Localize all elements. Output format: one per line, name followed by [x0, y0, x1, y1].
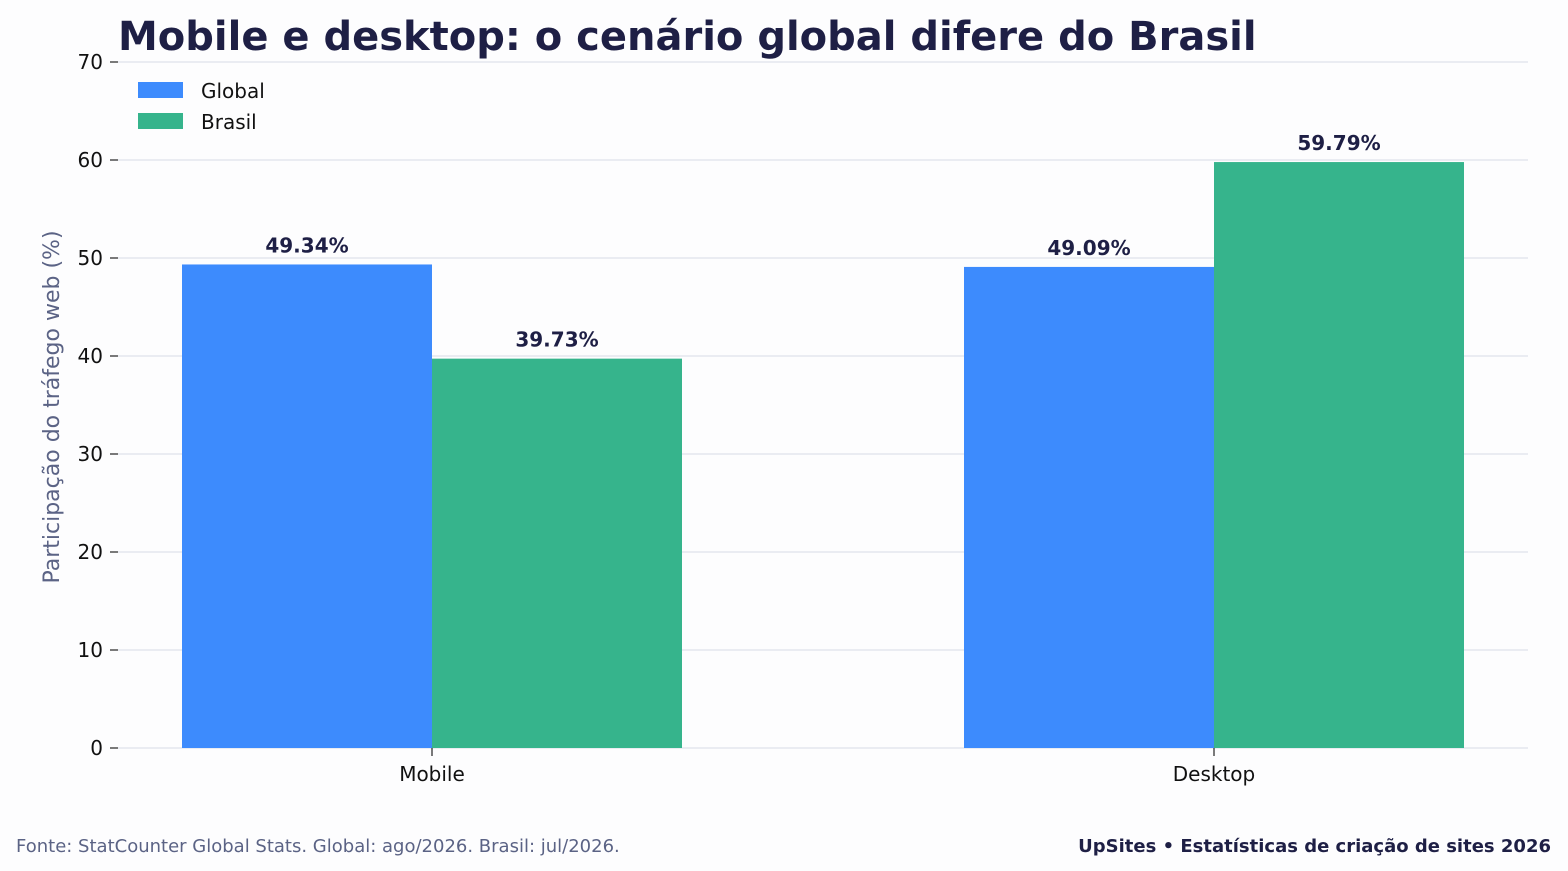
y-tick-label: 70	[78, 50, 103, 74]
bars	[182, 162, 1464, 749]
y-tick-label: 0	[90, 736, 103, 760]
data-label-brasil-mobile: 39.73%	[515, 328, 598, 352]
legend: Global Brasil	[138, 79, 265, 134]
legend-label-brasil: Brasil	[201, 110, 257, 134]
y-tick-label: 50	[78, 246, 103, 270]
legend-swatch-global	[138, 82, 183, 98]
chart-title: Mobile e desktop: o cenário global difer…	[118, 14, 1257, 60]
data-label-global-desktop: 49.09%	[1047, 236, 1130, 260]
data-label-brasil-desktop: 59.79%	[1297, 131, 1380, 155]
data-labels: 49.34% 39.73% 49.09% 59.79%	[265, 131, 1380, 352]
bar-global-mobile	[182, 264, 432, 748]
bar-brasil-desktop	[1214, 162, 1464, 749]
footer-source: Fonte: StatCounter Global Stats. Global:…	[16, 836, 620, 857]
x-tick-label: Mobile	[399, 762, 465, 786]
bar-global-desktop	[964, 266, 1214, 748]
bar-brasil-mobile	[432, 358, 682, 748]
y-tick-label: 20	[78, 540, 103, 564]
footer-brand: UpSites • Estatísticas de criação de sit…	[1078, 836, 1551, 857]
y-tick-label: 40	[78, 344, 103, 368]
x-axis-ticks: Mobile Desktop	[399, 748, 1255, 786]
x-tick-label: Desktop	[1173, 762, 1255, 786]
y-axis-label: Participação do tráfego web (%)	[40, 230, 65, 583]
y-tick-label: 10	[78, 638, 103, 662]
y-tick-label: 30	[78, 442, 103, 466]
data-label-global-mobile: 49.34%	[265, 233, 348, 257]
legend-swatch-brasil	[138, 113, 183, 129]
y-axis-ticks: 0 10 20 30 40 50 60 70	[78, 50, 118, 760]
y-tick-label: 60	[78, 148, 103, 172]
legend-label-global: Global	[201, 79, 265, 103]
